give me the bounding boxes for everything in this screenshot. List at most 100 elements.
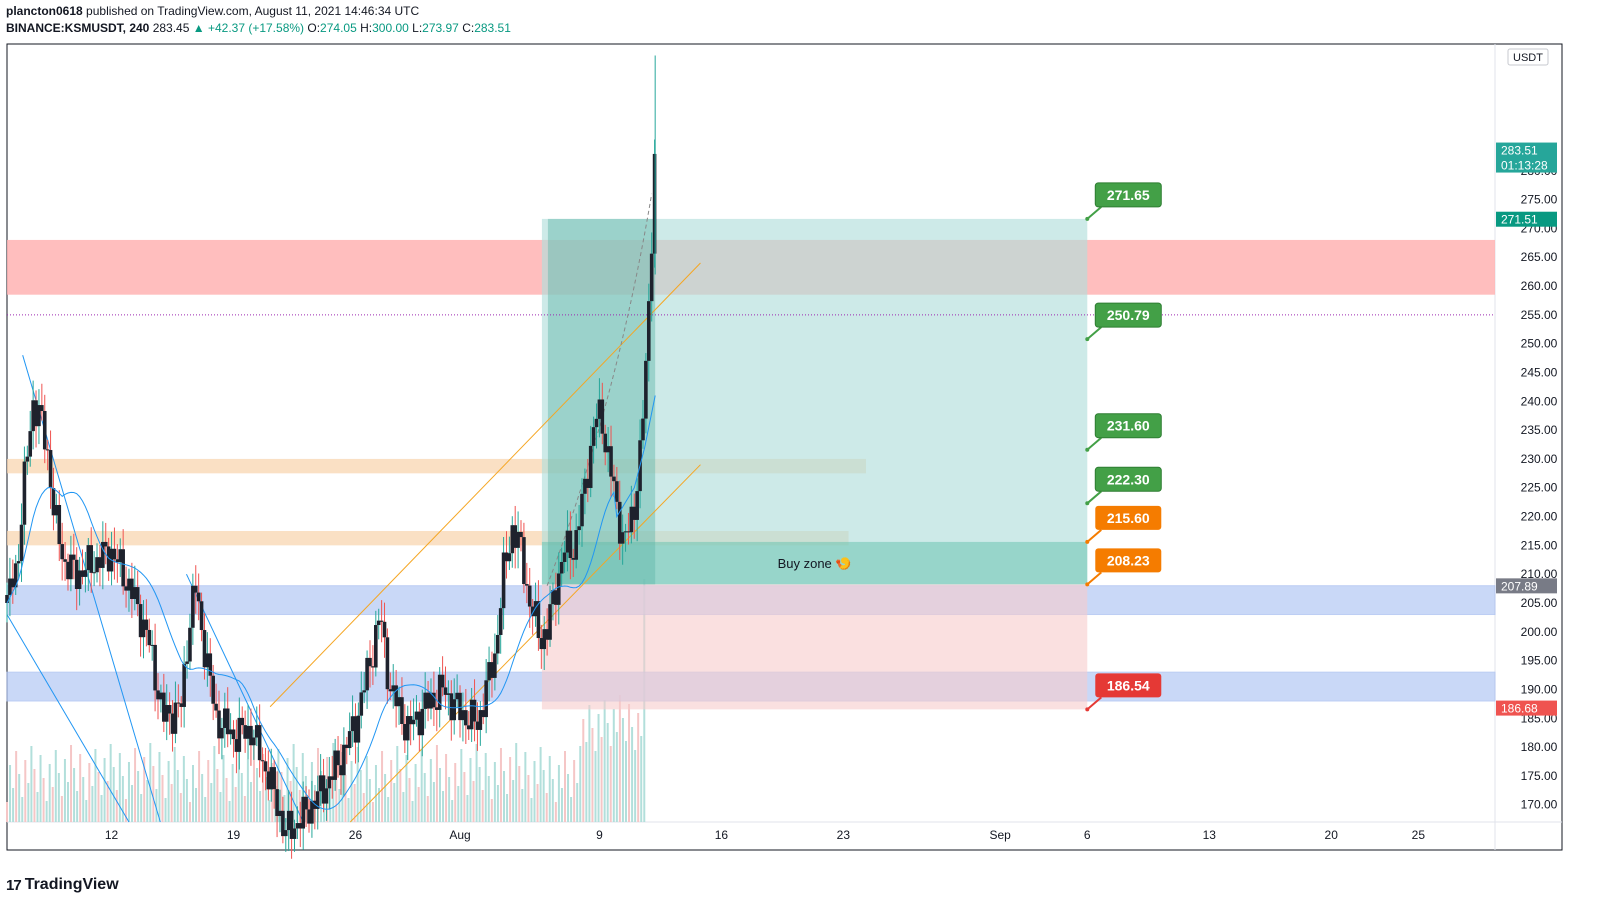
candle-body [615, 481, 619, 502]
volume-bar [554, 802, 557, 822]
volume-bar [411, 801, 414, 822]
candle-body [478, 710, 483, 730]
candle-body [135, 587, 140, 605]
volume-bar [63, 759, 66, 822]
volume-bar [463, 772, 466, 822]
volume-bar [560, 788, 563, 822]
tradingview-logo-icon: 17 [6, 876, 22, 894]
volume-bar [542, 770, 545, 822]
candle-body [469, 699, 474, 730]
volume-bar [417, 787, 420, 822]
candle-body [179, 703, 184, 707]
price-label-text: 208.23 [1107, 552, 1150, 568]
tradingview-logo[interactable]: 17 TradingView [6, 876, 119, 894]
price-label-text: 250.79 [1107, 307, 1150, 323]
volume-bar [85, 800, 88, 822]
volume-bar [557, 765, 560, 822]
candle-body [342, 744, 346, 776]
candle-body [34, 400, 38, 427]
price-label-pointer [1086, 490, 1102, 505]
volume-bar [21, 797, 24, 822]
publish-date: published on TradingView.com, August 11,… [86, 4, 420, 18]
volume-bar [402, 792, 405, 822]
volume-bar [374, 765, 377, 822]
currency-tag: USDT [1507, 48, 1549, 66]
candle-body [556, 573, 561, 605]
candle-body [368, 657, 372, 667]
candle-body [574, 530, 578, 560]
price-label-text: 222.30 [1107, 471, 1150, 487]
candle-body [292, 828, 297, 839]
volume-bar [353, 784, 356, 822]
candle-body [548, 604, 552, 640]
volume-bar [298, 790, 301, 822]
volume-bar [506, 794, 509, 822]
volume-bar [106, 781, 109, 822]
volume-bar [252, 745, 255, 822]
publish-info: plancton0618 published on TradingView.co… [6, 4, 419, 18]
candle-body [632, 506, 637, 520]
volume-bar [146, 780, 149, 822]
candle-body [437, 674, 442, 710]
volume-bar [295, 767, 298, 822]
volume-bar [582, 719, 585, 822]
candle-body [199, 601, 204, 631]
candle-body [565, 530, 570, 553]
volume-bar [292, 744, 295, 822]
candle-body [86, 545, 91, 571]
volume-bar [240, 773, 243, 822]
candle-body [597, 399, 602, 419]
volume-bar [509, 757, 512, 822]
candle-body [612, 476, 616, 482]
candle-body [382, 621, 387, 638]
volume-bar [515, 743, 518, 822]
volume-bar [82, 777, 85, 822]
stop-area [541, 584, 1088, 710]
volume-bar [213, 746, 216, 822]
candle-body [246, 725, 250, 739]
volume-bar [271, 763, 274, 822]
volume-bar [182, 756, 185, 822]
volume-bar [207, 760, 210, 822]
volume-bar [612, 709, 615, 822]
candle-body [472, 699, 477, 722]
candle-body [310, 800, 314, 824]
volume-bar [356, 747, 359, 822]
price-label-anchor [1085, 582, 1090, 587]
candle-body [626, 531, 631, 533]
candle-body [301, 796, 306, 829]
candle-body [588, 445, 593, 488]
volume-bar [48, 764, 51, 822]
candle-body [484, 680, 488, 718]
candle-body [25, 456, 30, 462]
candle-body [365, 657, 369, 691]
candle-body [498, 608, 503, 635]
candle-body [405, 716, 410, 741]
candle-body [495, 634, 500, 654]
volume-bar [216, 769, 219, 822]
candle-body [5, 594, 9, 604]
price-label-1: 250.79 [1085, 302, 1162, 342]
candle-body [452, 699, 457, 721]
volume-bar [442, 791, 445, 822]
candle-body [22, 461, 27, 525]
price-tick-label: 240.00 [1521, 394, 1558, 408]
symbol-label[interactable]: BINANCE:KSMUSDT, 240 [6, 21, 150, 35]
author-name[interactable]: plancton0618 [6, 4, 83, 18]
volume-bar [551, 779, 554, 822]
volume-bar [246, 759, 249, 822]
volume-bar [393, 783, 396, 822]
candle-body [603, 433, 608, 453]
volume-bar [33, 769, 36, 822]
price-label-anchor [1085, 707, 1090, 712]
candle-body [162, 692, 166, 722]
volume-bar [478, 767, 481, 822]
channel-lower [349, 464, 701, 823]
volume-bar [399, 769, 402, 822]
price-tick-label: 190.00 [1521, 682, 1558, 696]
volume-bar [277, 749, 280, 822]
candle-body [617, 501, 622, 544]
candle-body [423, 692, 427, 709]
volume-bar [124, 799, 127, 822]
